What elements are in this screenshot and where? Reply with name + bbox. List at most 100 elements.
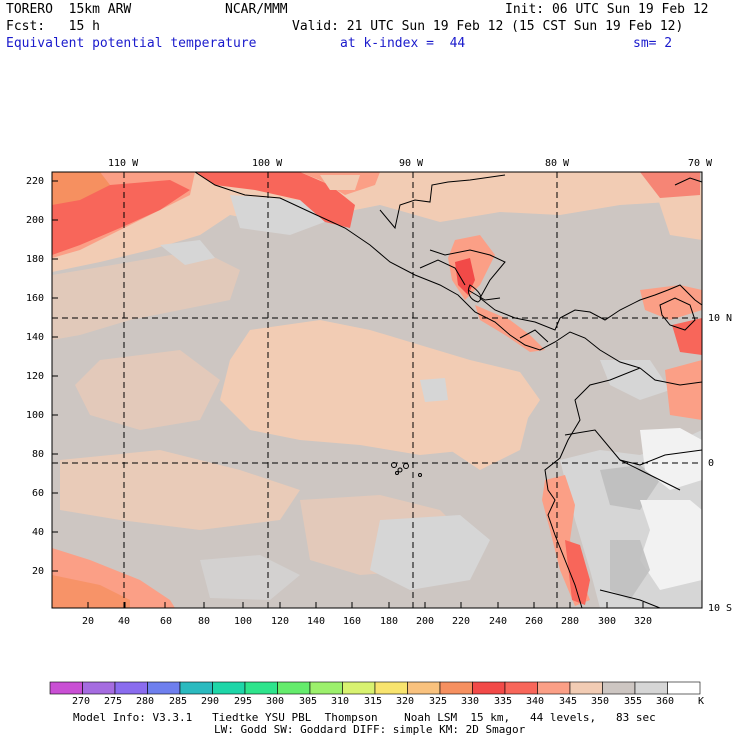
model-info-line1: Model Info: V3.3.1 Tiedtke YSU PBL Thomp…	[73, 711, 656, 724]
field-red-mexico	[195, 172, 355, 228]
field-peach-band-west	[52, 250, 240, 340]
field-name: Equivalent potential temperature	[6, 36, 257, 51]
colorbar-label-350: 350	[591, 696, 610, 707]
pacific-coast-ca	[194, 171, 641, 369]
field-salmon-venezuela	[640, 285, 702, 320]
x-tick-60: 60	[160, 616, 173, 627]
x-tick-100: 100	[234, 616, 253, 627]
honduras-border	[419, 259, 466, 286]
peru-brazil-border	[619, 459, 681, 491]
colorbar-label-310: 310	[331, 696, 350, 707]
shaded-field	[52, 172, 702, 608]
colorbar-swatch-1	[82, 681, 116, 695]
colorbar-label-315: 315	[364, 696, 383, 707]
x-tick-300: 300	[598, 616, 617, 627]
colorbar-swatch-7	[277, 681, 311, 695]
colorbar-label-285: 285	[169, 696, 188, 707]
coastlines	[194, 171, 703, 609]
x-tick-220: 220	[452, 616, 471, 627]
colorbar-swatch-16	[569, 681, 603, 695]
lon-label-90w: 90 W	[399, 158, 424, 169]
colorbar-label-335: 335	[494, 696, 513, 707]
lake-nicaragua	[467, 284, 482, 303]
level-label: at k-index = 44	[340, 36, 466, 51]
colorbar-label-340: 340	[526, 696, 545, 707]
model-title: TORERO 15km ARW	[6, 2, 132, 17]
y-tick-220: 220	[26, 176, 45, 187]
colorbar-swatch-13	[472, 681, 506, 695]
colorbar-swatch-14	[504, 681, 538, 695]
yucatan-coast	[379, 174, 506, 230]
x-tick-80: 80	[198, 616, 211, 627]
colorbar-label-280: 280	[136, 696, 155, 707]
galapagos-island-5	[418, 473, 422, 477]
map-frame	[51, 171, 703, 609]
colorbar-label-295: 295	[234, 696, 253, 707]
field-peach-sw	[60, 450, 300, 530]
colorbar-swatch-15	[537, 681, 571, 695]
x-tick-280: 280	[561, 616, 580, 627]
y-tick-40: 40	[32, 527, 45, 538]
y-tick-60: 60	[32, 488, 45, 499]
lake-maracaibo	[659, 297, 696, 331]
field-andes-mid-2	[610, 540, 650, 600]
field-colombia-light	[600, 360, 670, 400]
lat-label-10s: 10 S	[708, 603, 733, 614]
x-tick-160: 160	[343, 616, 362, 627]
colorbar-label-300: 300	[266, 696, 285, 707]
colorbar-swatch-10	[374, 681, 408, 695]
colorbar-label-305: 305	[299, 696, 318, 707]
field-red-east	[672, 318, 702, 355]
lat-label-10n: 10 N	[708, 313, 733, 324]
field-peach-west	[75, 350, 220, 430]
colorbar-swatch-17	[602, 681, 636, 695]
nicaragua-border	[467, 289, 501, 301]
colorbar-label-345: 345	[559, 696, 578, 707]
field-andes-white-1	[640, 428, 702, 490]
field-andes-mid	[600, 465, 660, 510]
x-tick-320: 320	[634, 616, 653, 627]
field-lightgray-2	[160, 240, 215, 265]
field-red-nw	[52, 180, 190, 255]
x-tick-180: 180	[380, 616, 399, 627]
field-lightgray-1	[230, 195, 330, 235]
field-lightgray-5	[200, 555, 300, 600]
colorbar-label-330: 330	[461, 696, 480, 707]
colombia-north-coast	[559, 284, 703, 321]
init-time: Init: 06 UTC Sun 19 Feb 12	[505, 2, 709, 17]
lat-lon-grid	[52, 172, 702, 608]
colorbar-swatch-3	[147, 681, 181, 695]
field-lightgray-4	[420, 378, 448, 402]
colorbar-swatch-12	[439, 681, 473, 695]
colorbar-swatch-2	[114, 681, 148, 695]
colorbar-swatch-18	[634, 681, 668, 695]
colorbar-label-325: 325	[429, 696, 448, 707]
lon-label-70w: 70 W	[688, 158, 713, 169]
lon-label-100w: 100 W	[252, 158, 283, 169]
panama-border	[519, 329, 549, 343]
colombia-ecuador-border	[639, 367, 703, 386]
y-tick-140: 140	[26, 332, 45, 343]
galapagos-island-4	[395, 471, 399, 475]
colorbar-label-290: 290	[201, 696, 220, 707]
axis-ticks	[52, 180, 644, 608]
field-orange-nw	[52, 172, 110, 205]
organization-label: NCAR/MMM	[225, 2, 288, 17]
x-tick-140: 140	[307, 616, 326, 627]
field-peach-mexico	[320, 175, 360, 190]
lon-label-80w: 80 W	[545, 158, 570, 169]
colorbar-swatch-0	[49, 681, 83, 695]
model-info-line2: LW: Godd SW: Goddard DIFF: simple KM: 2D…	[214, 723, 526, 736]
y-tick-20: 20	[32, 566, 45, 577]
galapagos-islands	[391, 462, 422, 477]
colorbar-swatch-9	[342, 681, 376, 695]
x-tick-240: 240	[489, 616, 508, 627]
y-tick-80: 80	[32, 449, 45, 460]
colorbar-label-360: 360	[656, 696, 675, 707]
colorbar-swatch-19	[667, 681, 701, 695]
galapagos-island-2	[397, 467, 403, 473]
colorbar-swatch-4	[179, 681, 213, 695]
ecuador-peru-border	[564, 429, 703, 466]
bolivia-border	[599, 589, 661, 609]
